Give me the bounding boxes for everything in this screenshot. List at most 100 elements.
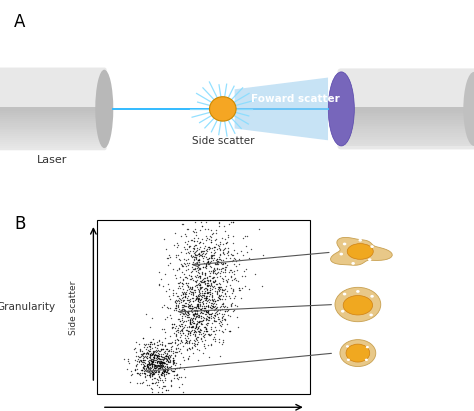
Point bbox=[167, 382, 175, 389]
Point bbox=[219, 260, 227, 266]
Point bbox=[161, 355, 169, 361]
Point bbox=[210, 278, 218, 285]
Point bbox=[204, 297, 212, 303]
Point bbox=[144, 360, 151, 367]
Point bbox=[139, 353, 147, 360]
Point bbox=[140, 365, 147, 371]
Point bbox=[193, 282, 201, 289]
Point bbox=[147, 350, 155, 356]
Point bbox=[180, 297, 187, 303]
Point bbox=[210, 247, 218, 254]
Point bbox=[170, 372, 177, 378]
Point bbox=[156, 360, 164, 367]
Point bbox=[191, 243, 198, 249]
Point bbox=[195, 305, 202, 312]
Point bbox=[218, 256, 225, 263]
Point bbox=[167, 376, 175, 383]
Point bbox=[211, 278, 219, 284]
Point bbox=[187, 300, 195, 307]
Point bbox=[165, 364, 173, 370]
Point bbox=[170, 360, 177, 366]
Point bbox=[133, 360, 141, 367]
Point bbox=[174, 329, 182, 336]
Point bbox=[224, 247, 231, 254]
Point bbox=[192, 293, 200, 299]
Point bbox=[218, 286, 226, 293]
Point bbox=[164, 365, 172, 372]
Point bbox=[156, 340, 164, 347]
Point bbox=[209, 303, 216, 309]
Point bbox=[206, 277, 214, 283]
Point bbox=[180, 366, 187, 372]
Point bbox=[151, 358, 158, 365]
Point bbox=[139, 379, 146, 386]
Point bbox=[181, 231, 189, 238]
Point bbox=[215, 296, 222, 303]
Point bbox=[157, 276, 164, 282]
Point bbox=[190, 311, 197, 317]
Point bbox=[207, 324, 215, 330]
Point bbox=[148, 389, 155, 396]
Point bbox=[177, 374, 184, 381]
Point bbox=[194, 298, 201, 304]
Point bbox=[190, 319, 197, 326]
Point bbox=[160, 360, 167, 367]
Point bbox=[159, 367, 167, 374]
Point bbox=[172, 360, 180, 367]
Point bbox=[145, 347, 153, 354]
Point bbox=[225, 268, 233, 275]
Ellipse shape bbox=[347, 244, 374, 259]
Point bbox=[146, 358, 153, 365]
Point bbox=[183, 275, 191, 281]
Point bbox=[178, 313, 186, 319]
Point bbox=[191, 265, 199, 272]
Point bbox=[199, 236, 206, 242]
Ellipse shape bbox=[351, 262, 355, 265]
Point bbox=[216, 223, 223, 230]
Point bbox=[189, 323, 196, 329]
Point bbox=[161, 348, 169, 355]
Bar bbox=[0, 117, 104, 121]
Point bbox=[182, 318, 190, 325]
Ellipse shape bbox=[369, 314, 373, 316]
Point bbox=[205, 310, 213, 317]
Point bbox=[189, 304, 197, 311]
Point bbox=[162, 354, 169, 361]
Point bbox=[202, 300, 210, 307]
Point bbox=[205, 311, 213, 318]
Point bbox=[213, 291, 220, 297]
Point bbox=[146, 372, 153, 378]
Point bbox=[154, 362, 162, 368]
Point bbox=[156, 360, 164, 367]
Point bbox=[185, 323, 193, 329]
Point bbox=[158, 340, 166, 347]
Point bbox=[148, 363, 155, 369]
Point bbox=[185, 297, 192, 303]
Point bbox=[194, 256, 201, 263]
Point bbox=[184, 256, 192, 263]
Point bbox=[155, 354, 163, 361]
Point bbox=[191, 337, 198, 344]
Point bbox=[200, 307, 208, 314]
Point bbox=[126, 360, 133, 367]
Point bbox=[184, 266, 191, 273]
Point bbox=[205, 236, 213, 242]
Point bbox=[203, 328, 211, 334]
Point bbox=[207, 282, 214, 289]
Point bbox=[194, 340, 201, 347]
Point bbox=[154, 352, 162, 358]
Point bbox=[207, 311, 214, 318]
Point bbox=[159, 362, 167, 369]
Point bbox=[198, 313, 205, 319]
Point bbox=[201, 337, 209, 343]
Point bbox=[219, 261, 227, 268]
Point bbox=[163, 304, 171, 311]
Bar bbox=[341, 107, 474, 111]
Point bbox=[154, 348, 161, 354]
Point bbox=[201, 270, 209, 277]
Point bbox=[179, 294, 187, 300]
Point bbox=[207, 259, 214, 266]
Point bbox=[181, 293, 189, 300]
Point bbox=[181, 309, 189, 316]
Point bbox=[185, 272, 192, 278]
